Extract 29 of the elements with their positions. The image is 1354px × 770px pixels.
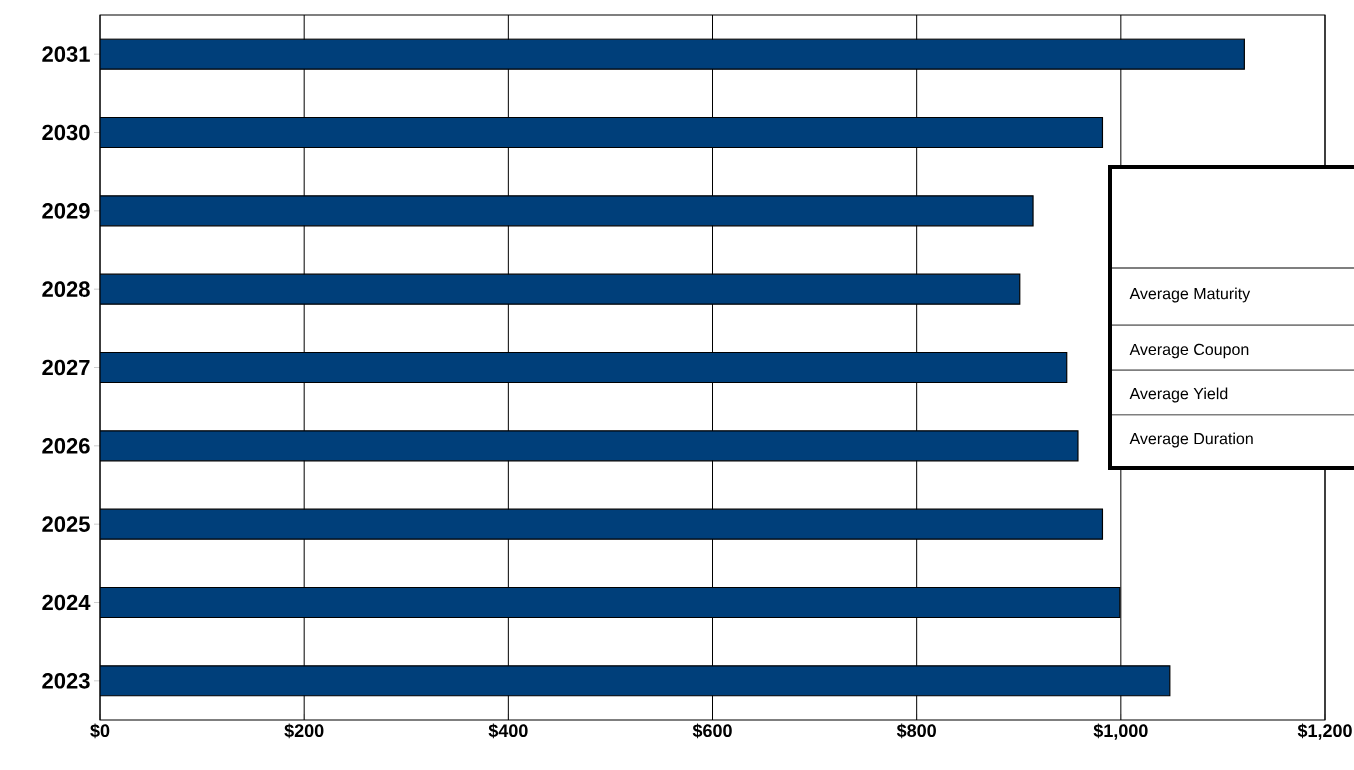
y-tick-label: 2027 — [42, 359, 90, 376]
annotation: Average Yield — [1129, 387, 1228, 403]
y-tick-label: 2023 — [42, 673, 90, 689]
x-tick-label: $1,000 — [1093, 723, 1148, 740]
x-tick-label: $200 — [284, 723, 324, 739]
bar — [100, 195, 1034, 227]
annotation: Average Duration — [1129, 432, 1253, 448]
bar — [100, 273, 1021, 305]
y-tick-label: 2026 — [42, 438, 90, 454]
x-tick-label: $800 — [896, 723, 936, 739]
bar — [100, 586, 1121, 619]
bar — [100, 351, 1068, 384]
x-tick-label: $1,200 — [1297, 723, 1352, 740]
bar — [100, 38, 1245, 70]
x-tick-label: $600 — [692, 723, 732, 739]
y-tick-label: 2031 — [42, 46, 90, 62]
y-tick-label: 2029 — [42, 203, 90, 219]
bar — [100, 430, 1079, 462]
bar — [100, 116, 1104, 149]
y-tick-label: 2030 — [42, 124, 90, 141]
x-tick-label: $400 — [488, 723, 528, 739]
y-tick-label: 2024 — [42, 594, 91, 611]
y-tick-label: 2028 — [42, 281, 90, 297]
bar — [100, 508, 1104, 540]
y-tick-label: 2025 — [42, 516, 90, 532]
annotation: Average Maturity — [1129, 287, 1251, 303]
annotation: Average Coupon — [1129, 343, 1249, 359]
x-tick-label: $0 — [90, 723, 110, 739]
bar — [100, 665, 1171, 697]
